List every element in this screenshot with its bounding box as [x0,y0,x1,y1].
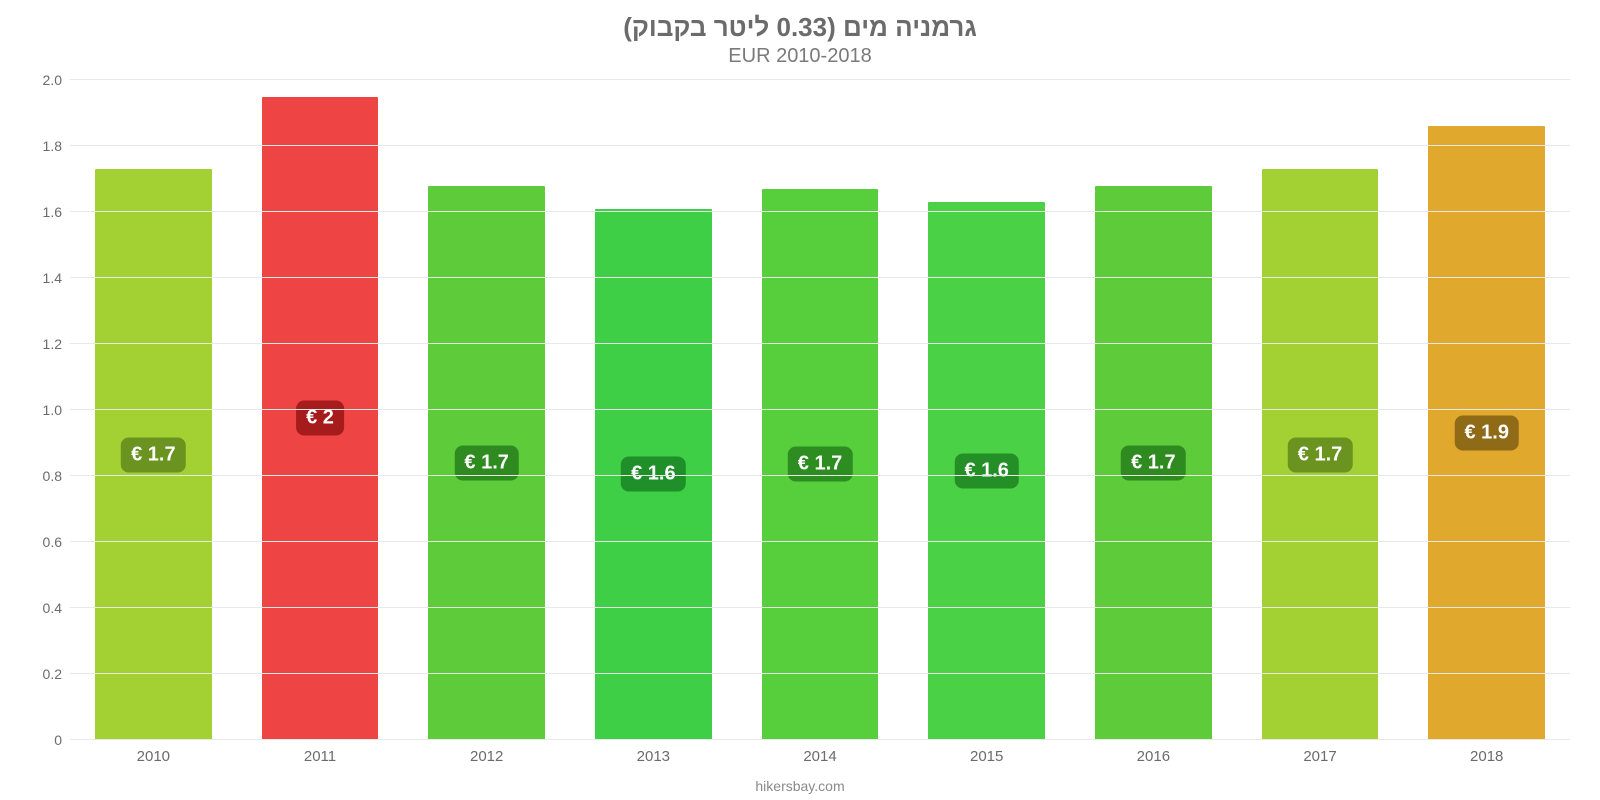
y-tick-label: 0 [54,732,62,748]
bar-value-label: € 2 [296,401,344,436]
y-tick-label: 0.8 [43,468,62,484]
gridline [70,211,1570,212]
x-axis: 201020112012201320142015201620172018 [70,748,1570,772]
gridline [70,79,1570,80]
gridline [70,145,1570,146]
gridline [70,673,1570,674]
x-tick-label: 2018 [1403,748,1570,772]
bars-group: € 1.7€ 2€ 1.7€ 1.6€ 1.7€ 1.6€ 1.7€ 1.7€ … [70,80,1570,740]
chart-container: גרמניה מים (0.33 ליטר בקבוק) EUR 2010-20… [0,0,1600,800]
y-axis: 00.20.40.60.81.01.21.41.61.82.0 [0,80,70,740]
x-tick-label: 2016 [1070,748,1237,772]
x-tick-label: 2014 [737,748,904,772]
y-tick-label: 1.0 [43,402,62,418]
y-tick-label: 1.8 [43,138,62,154]
bar-slot: € 1.6 [570,80,737,740]
bar: € 1.6 [928,202,1045,740]
bar-value-label: € 1.7 [788,447,852,482]
chart-subtitle: EUR 2010-2018 [0,45,1600,68]
bar: € 1.7 [1095,186,1212,740]
credit-text: hikersbay.com [0,778,1600,794]
gridline [70,541,1570,542]
y-tick-label: 0.2 [43,666,62,682]
bar: € 1.7 [762,189,879,740]
bar-value-label: € 1.7 [121,437,185,472]
gridline [70,343,1570,344]
y-tick-label: 1.4 [43,270,62,286]
bar-slot: € 1.7 [1070,80,1237,740]
plot-area: € 1.7€ 2€ 1.7€ 1.6€ 1.7€ 1.6€ 1.7€ 1.7€ … [70,80,1570,740]
bar: € 2 [262,97,379,741]
gridline [70,739,1570,740]
x-tick-label: 2010 [70,748,237,772]
bar: € 1.7 [428,186,545,740]
bar: € 1.9 [1428,126,1545,740]
bar: € 1.7 [95,169,212,740]
bar-slot: € 1.7 [70,80,237,740]
bar-value-label: € 1.7 [1288,437,1352,472]
x-tick-label: 2015 [903,748,1070,772]
x-tick-label: 2012 [403,748,570,772]
bar-slot: € 1.6 [903,80,1070,740]
gridline [70,409,1570,410]
y-tick-label: 0.6 [43,534,62,550]
bar-slot: € 1.7 [737,80,904,740]
bar-value-label: € 1.6 [954,454,1018,489]
y-tick-label: 1.6 [43,204,62,220]
gridline [70,607,1570,608]
bar-value-label: € 1.9 [1454,416,1518,451]
gridline [70,277,1570,278]
bar-slot: € 1.9 [1403,80,1570,740]
y-tick-label: 1.2 [43,336,62,352]
bar-slot: € 1.7 [1237,80,1404,740]
chart-title: גרמניה מים (0.33 ליטר בקבוק) [0,0,1600,43]
y-tick-label: 2.0 [43,72,62,88]
bar-slot: € 2 [237,80,404,740]
y-tick-label: 0.4 [43,600,62,616]
x-tick-label: 2013 [570,748,737,772]
bar: € 1.7 [1262,169,1379,740]
gridline [70,475,1570,476]
x-tick-label: 2011 [237,748,404,772]
bar-slot: € 1.7 [403,80,570,740]
x-tick-label: 2017 [1237,748,1404,772]
